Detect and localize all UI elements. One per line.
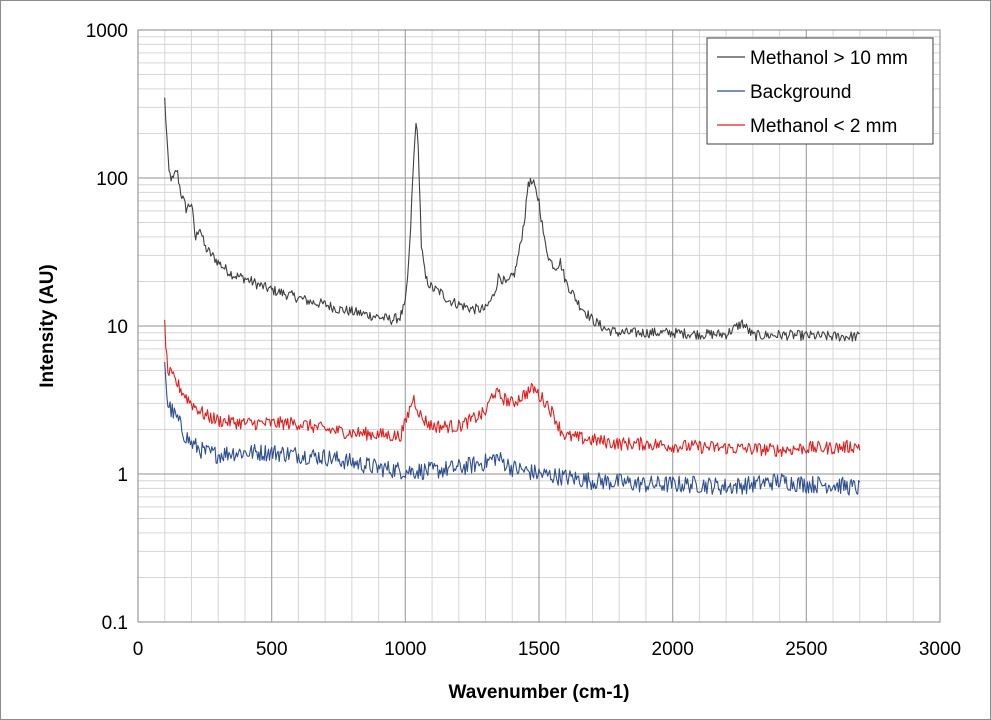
- series-line-2: [164, 361, 861, 496]
- major-grid-y: [138, 177, 940, 475]
- y-tick-label: 10: [107, 317, 128, 338]
- x-tick-label: 500: [256, 639, 288, 660]
- x-tick-label: 1000: [384, 639, 426, 660]
- series-line-1: [164, 97, 860, 342]
- legend-label-3: Methanol < 2 mm: [750, 116, 897, 137]
- y-tick-label: 0.1: [102, 613, 128, 634]
- x-tick-label: 0: [133, 639, 144, 660]
- y-tick-label: 1: [117, 465, 128, 486]
- x-tick-label: 1500: [518, 639, 560, 660]
- legend: Methanol > 10 mm Background Methanol < 2 m…: [706, 37, 934, 145]
- y-tick-label: 100: [96, 169, 128, 190]
- x-tick-label: 3000: [919, 639, 961, 660]
- y-axis-title: Intensity (AU): [37, 264, 58, 388]
- legend-label-2: Background: [750, 82, 851, 103]
- plot-area-border: [137, 29, 941, 623]
- x-tick-label: 2000: [652, 639, 694, 660]
- legend-label-1: Methanol > 10 mm: [750, 48, 908, 69]
- y-tick-label: 1000: [86, 21, 128, 42]
- series-line-3: [164, 319, 861, 457]
- x-axis-title: Wavenumber (cm-1): [449, 682, 630, 703]
- x-tick-label: 2500: [785, 639, 827, 660]
- x-tick-labels: 0 500 1000 1500 2000 2500 3000: [133, 639, 961, 660]
- series-layer: [164, 97, 861, 496]
- y-tick-labels: 0.1 1 10 100 1000: [86, 21, 128, 634]
